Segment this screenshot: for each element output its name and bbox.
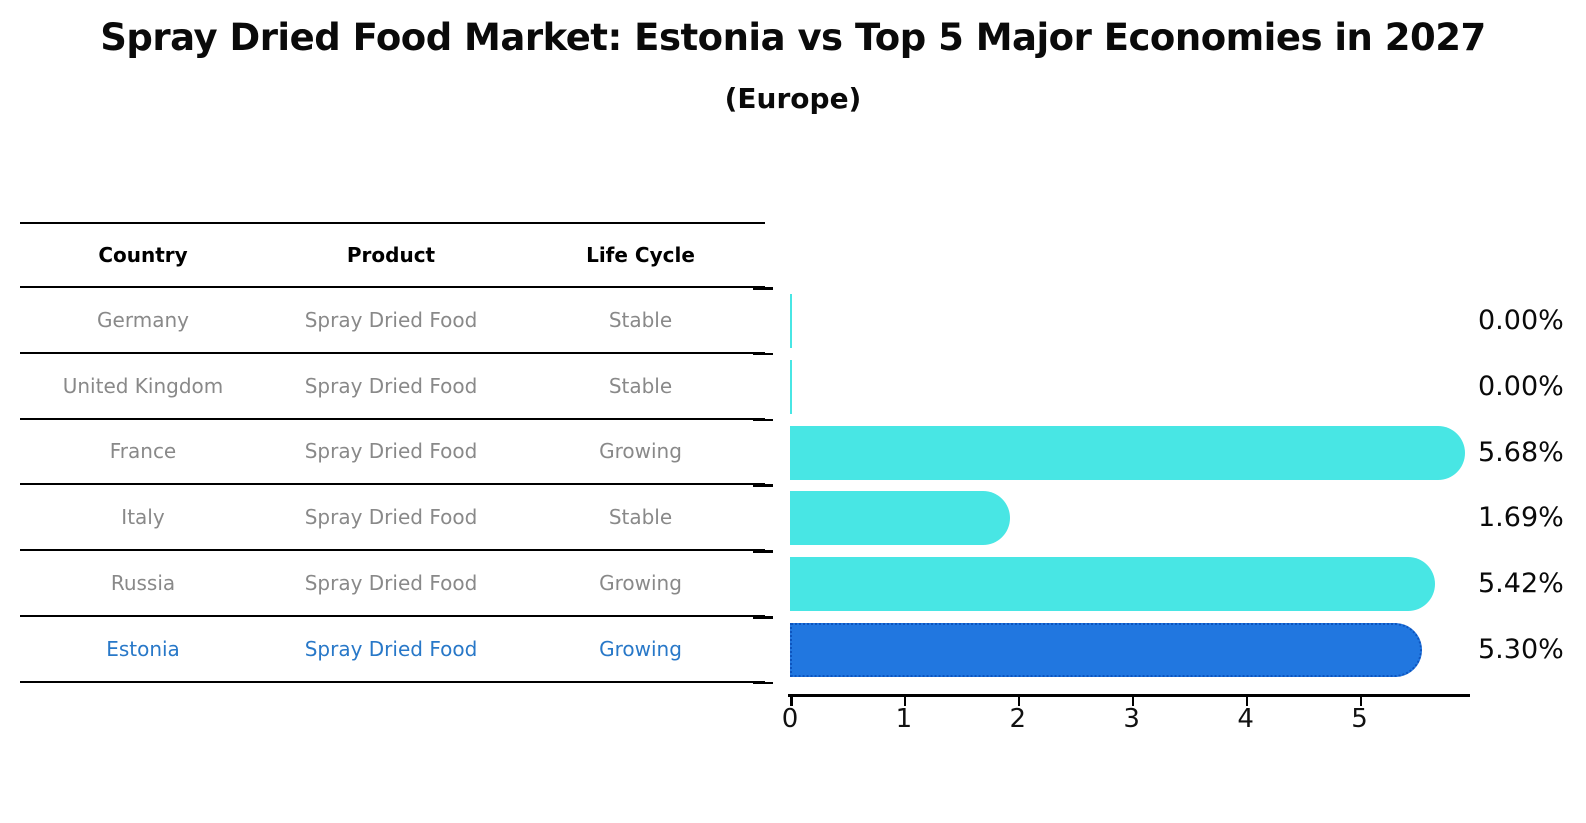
country-cell: Italy [121, 505, 165, 530]
x-axis-tick-label: 1 [895, 704, 913, 734]
column-header-life-cycle: Life Cycle [586, 243, 695, 267]
country-cell: United Kingdom [62, 373, 224, 398]
x-axis-tick [1131, 696, 1135, 706]
bar-russia [790, 557, 1436, 612]
product-cell: Spray Dried Food [304, 505, 478, 530]
column-header-product: Product [346, 243, 436, 267]
x-axis-tick [1359, 696, 1362, 706]
x-axis-line [788, 694, 1470, 697]
product-cell: Spray Dried Food [304, 307, 478, 332]
chart-subtitle: (Europe) [724, 82, 862, 115]
life-cycle-cell: Stable [608, 505, 673, 530]
product-cell: Spray Dried Food [304, 439, 478, 464]
value-label-italy: 1.69% [1478, 502, 1564, 534]
table-row-estonia: Estonia Spray Dried Food Growing [20, 617, 765, 683]
value-label-germany: 0.00% [1478, 304, 1564, 336]
column-header-country: Country [98, 243, 188, 267]
country-cell: Germany [97, 307, 189, 332]
x-axis-tick-label: 4 [1237, 704, 1254, 734]
table-row-russia: Russia Spray Dried Food Growing [20, 551, 765, 617]
value-label-france: 5.68% [1478, 436, 1564, 468]
life-cycle-cell: Stable [608, 373, 673, 398]
country-cell: Estonia [106, 636, 180, 661]
country-cell: France [109, 439, 177, 464]
life-cycle-cell: Growing [599, 571, 682, 596]
value-label-united-kingdom: 0.00% [1478, 370, 1564, 402]
table-header-row: Country Product Life Cycle [20, 222, 765, 288]
x-axis-tick-label: 3 [1123, 704, 1140, 734]
country-table: Country Product Life Cycle Germany Spray… [20, 222, 765, 683]
bar-united-kingdom [790, 359, 792, 414]
table-row-italy: Italy Spray Dried Food Stable [20, 485, 765, 552]
value-label-estonia: 5.30% [1478, 633, 1564, 665]
country-cell: Russia [110, 571, 176, 596]
life-cycle-cell: Growing [599, 636, 682, 661]
x-axis-tick-label: 0 [781, 704, 799, 734]
value-label-russia: 5.42% [1478, 568, 1564, 600]
bar-germany [790, 293, 792, 348]
x-axis-tick-label: 2 [1009, 704, 1027, 734]
life-cycle-cell: Stable [608, 307, 673, 332]
x-axis-tick [903, 696, 907, 706]
product-cell: Spray Dried Food [304, 636, 478, 661]
table-row-france: France Spray Dried Food Growing [20, 420, 765, 486]
product-cell: Spray Dried Food [304, 571, 478, 596]
table-row-united-kingdom: United Kingdom Spray Dried Food Stable [20, 354, 765, 420]
x-axis-tick [790, 696, 793, 706]
table-row-germany: Germany Spray Dried Food Stable [20, 288, 765, 354]
product-cell: Spray Dried Food [304, 373, 478, 398]
life-cycle-cell: Growing [599, 439, 682, 464]
x-axis-tick [1245, 696, 1249, 706]
x-axis-tick-label: 5 [1351, 704, 1368, 734]
bar-italy [790, 491, 1011, 546]
bar-estonia [790, 622, 1422, 677]
x-axis-tick [1017, 696, 1021, 706]
chart-title: Spray Dried Food Market: Estonia vs Top … [100, 16, 1486, 59]
bar-france [790, 425, 1465, 480]
